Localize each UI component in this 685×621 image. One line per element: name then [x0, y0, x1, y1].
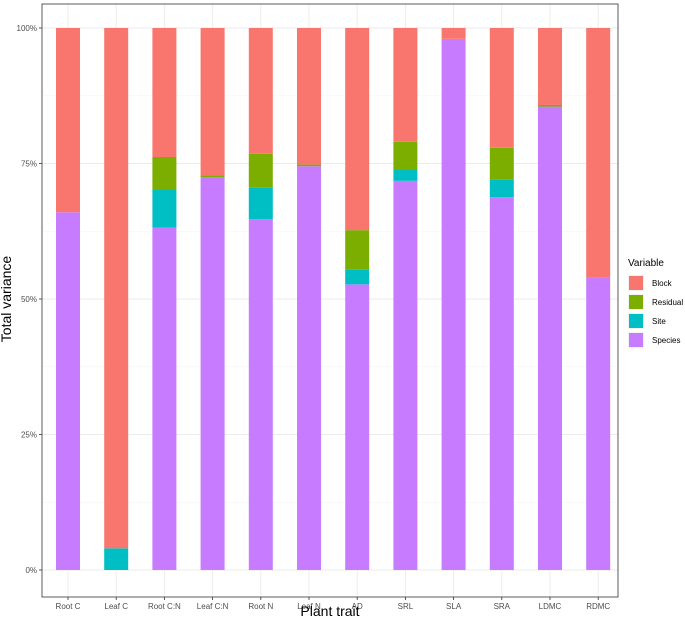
bar-segment-residual: [200, 175, 225, 178]
x-tick-label: RDMC: [586, 602, 610, 611]
x-tick-label: AD: [352, 602, 363, 611]
bar-segment-block: [586, 28, 611, 278]
bar-segment-species: [345, 284, 370, 570]
bar-segment-block: [248, 28, 273, 154]
panel-border: [41, 3, 619, 598]
y-axis-title: Total variance: [0, 256, 14, 343]
bar-segment-block: [441, 28, 466, 39]
bar-segment-block: [538, 28, 562, 105]
legend-swatch-site: [629, 314, 643, 328]
bar-segment-block: [104, 28, 129, 549]
legend-title: Variable: [628, 258, 664, 269]
bar-segment-species: [538, 106, 562, 570]
bar-segment-species: [200, 177, 225, 571]
y-tick-label: 25%: [21, 431, 37, 440]
legend-label: Residual: [652, 298, 683, 307]
bar-segment-site: [489, 179, 514, 198]
bars: [56, 28, 611, 571]
bar-segment-block: [152, 28, 177, 157]
bar-segment-block: [200, 28, 225, 176]
bar-segment-site: [248, 187, 273, 220]
legend-label: Block: [652, 279, 673, 288]
bar-segment-block: [489, 28, 514, 148]
legend: Variable Block Residual Site Species: [628, 258, 683, 348]
bar-segment-species: [56, 212, 80, 570]
bar-segment-block: [393, 28, 418, 142]
bar-segment-residual: [152, 156, 177, 190]
x-tick-label: Leaf C: [104, 602, 128, 611]
x-axis-title: Plant trait: [300, 603, 359, 619]
legend-swatch-residual: [629, 295, 643, 309]
bar-segment-site: [393, 170, 418, 181]
legend-swatch-species: [629, 333, 643, 347]
y-tick-label: 50%: [21, 295, 37, 304]
x-tick-label: SRA: [494, 602, 511, 611]
bar-segment-residual: [393, 141, 418, 171]
x-tick-label: SLA: [446, 602, 462, 611]
bar-segment-species: [489, 197, 514, 570]
bar-segment-residual: [538, 104, 562, 107]
x-tick-label: Leaf N: [297, 602, 321, 611]
x-tick-label: Leaf C:N: [197, 602, 229, 611]
bar-segment-residual: [345, 230, 370, 270]
x-axis: Root C Leaf C Root C:N Leaf C:N Root N Leaf N…: [56, 597, 610, 611]
bar-segment-species: [441, 38, 466, 570]
bar-segment-block: [56, 28, 80, 213]
bar-segment-species: [586, 277, 611, 570]
bar-segment-residual: [248, 153, 273, 188]
x-tick-label: SRL: [398, 602, 414, 611]
y-axis: 0% 25% 50% 75% 100%: [17, 24, 42, 575]
bar-segment-species: [152, 227, 177, 570]
bar-segment-residual: [297, 164, 321, 167]
bar-segment-site: [152, 189, 177, 228]
y-tick-label: 75%: [21, 160, 37, 169]
bar-segment-site: [345, 269, 370, 285]
y-tick-label: 0%: [25, 566, 37, 575]
x-tick-label: Root C: [56, 602, 81, 611]
x-tick-label: LDMC: [539, 602, 562, 611]
legend-label: Species: [652, 336, 680, 345]
legend-swatch-block: [629, 276, 643, 290]
legend-label: Site: [652, 317, 666, 326]
bar-segment-species: [297, 166, 321, 570]
bar-segment-block: [297, 28, 321, 165]
bar-segment-block: [345, 28, 370, 231]
bar-segment-species: [248, 219, 273, 571]
bar-segment-site: [104, 548, 129, 570]
x-tick-label: Root C:N: [148, 602, 181, 611]
y-tick-label: 100%: [17, 24, 37, 33]
x-tick-label: Root N: [248, 602, 273, 611]
bar-segment-residual: [489, 147, 514, 180]
bar-segment-species: [393, 180, 418, 570]
